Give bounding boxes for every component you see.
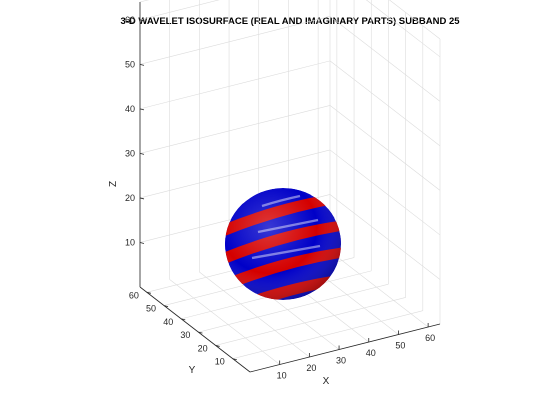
- chart-title: 3-D WAVELET ISOSURFACE (REAL AND IMAGINA…: [120, 16, 460, 27]
- x-tick-label: 40: [366, 348, 376, 358]
- y-tick-mark: [181, 318, 186, 321]
- x-tick-label: 60: [425, 333, 435, 343]
- grid-line: [329, 105, 441, 191]
- grid-line: [139, 0, 150, 3]
- z-axis-label: Z: [108, 181, 119, 187]
- tick-layer: 10 20 30 40 50 60 10 20 30 40 50 60 10 20 30 40 50 60: [125, 15, 435, 381]
- x-tick-label: 30: [336, 356, 346, 366]
- y-tick-label: 10: [215, 357, 225, 367]
- y-axis-line: [139, 286, 251, 373]
- grid-line: [139, 149, 331, 199]
- grid-line: [139, 60, 331, 110]
- z-tick-mark: [139, 153, 145, 155]
- y-tick-mark: [215, 345, 220, 347]
- x-tick-label: 10: [277, 371, 287, 381]
- isosurface-bands: [225, 188, 341, 300]
- grid-line: [215, 297, 406, 346]
- y-tick-mark: [163, 305, 169, 307]
- y-tick-label: 40: [163, 317, 173, 327]
- grid-line: [139, 16, 331, 65]
- grid-line: [199, 271, 310, 358]
- y-tick-label: 20: [198, 343, 208, 353]
- y-tick-label: 30: [180, 330, 190, 340]
- x-tick-label: 20: [306, 363, 316, 373]
- z-tick-label: 10: [125, 237, 135, 247]
- z-tick-mark: [139, 242, 145, 244]
- z-tick-label: 60: [125, 15, 135, 25]
- wavelet-isosurface: [225, 188, 341, 300]
- z-tick-label: 20: [125, 193, 135, 203]
- grid-line: [169, 279, 280, 365]
- axes-box: [139, 2, 441, 373]
- grid-line: [389, 0, 441, 40]
- y-tick-mark: [232, 358, 237, 361]
- z-tick-mark: [139, 19, 145, 22]
- x-axis-label: X: [323, 376, 330, 387]
- grid-line: [139, 105, 331, 154]
- y-tick-mark: [146, 291, 151, 294]
- grid-line: [329, 60, 441, 147]
- y-tick-label: 50: [146, 304, 156, 314]
- grid-line: [329, 194, 441, 280]
- surface-shading: [225, 188, 341, 300]
- grid-line: [139, 0, 220, 21]
- y-tick-label: 60: [129, 290, 139, 300]
- y-axis-label: Y: [189, 365, 196, 376]
- z-tick-mark: [139, 63, 145, 66]
- x-tick-label: 50: [395, 341, 405, 351]
- grid-line: [329, 149, 441, 236]
- y-tick-mark: [198, 331, 203, 334]
- axes-grid: [139, 0, 441, 365]
- z-tick-mark: [139, 197, 145, 200]
- x-axis-line: [249, 323, 441, 373]
- z-tick-label: 40: [125, 104, 135, 114]
- grid-line: [365, 0, 441, 58]
- grid-line: [198, 283, 389, 333]
- grid-line: [232, 310, 423, 360]
- z-tick-label: 50: [125, 59, 135, 69]
- grid-line: [329, 16, 441, 102]
- z-tick-mark: [139, 108, 145, 111]
- z-tick-label: 30: [125, 148, 135, 158]
